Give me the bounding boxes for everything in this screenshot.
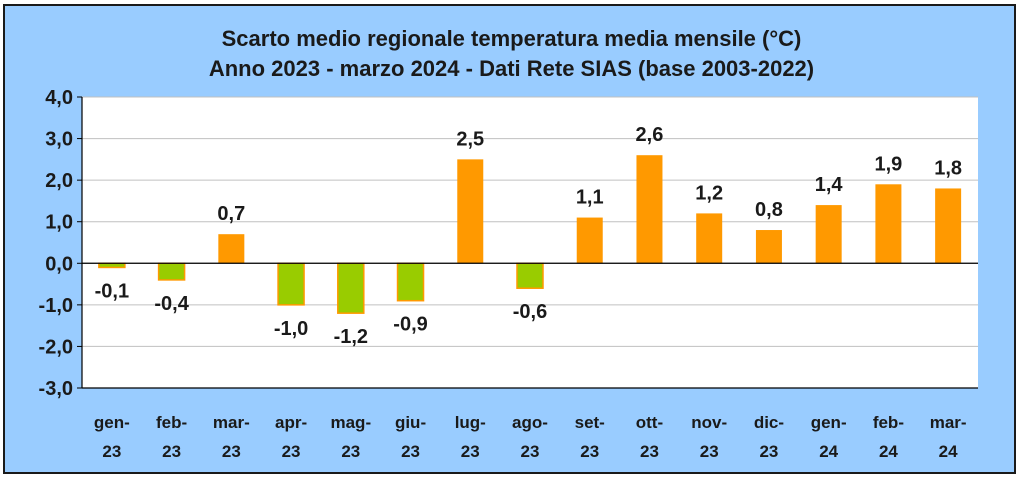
- bar: [875, 184, 902, 264]
- x-tick-label-year: 23: [759, 442, 778, 461]
- x-tick-label-month: apr-: [275, 413, 307, 432]
- bar: [935, 188, 962, 264]
- data-label: -1,0: [274, 318, 308, 340]
- chart-title: Scarto medio regionale temperatura media…: [221, 26, 802, 51]
- chart-subtitle: Anno 2023 - marzo 2024 - Dati Rete SIAS …: [208, 56, 815, 81]
- x-tick-label-month: gen-: [811, 413, 847, 432]
- x-tick-label-year: 23: [341, 442, 360, 461]
- data-label: 1,9: [874, 153, 902, 175]
- y-tick-label: 0,0: [45, 253, 73, 275]
- bar: [457, 159, 484, 264]
- y-tick-label: 3,0: [45, 129, 73, 151]
- bar: [337, 262, 365, 314]
- data-label: 0,7: [217, 203, 245, 225]
- data-label: 1,4: [815, 174, 844, 196]
- y-tick-label: -1,0: [39, 295, 73, 317]
- x-tick-label-month: lug-: [455, 413, 486, 432]
- x-tick-label-year: 24: [939, 442, 958, 461]
- y-tick-label: 4,0: [45, 87, 73, 109]
- x-tick-label-year: 23: [282, 442, 301, 461]
- x-tick-label-month: gen-: [94, 413, 130, 432]
- x-tick-label-month: feb-: [156, 413, 187, 432]
- x-tick-label-month: dic-: [754, 413, 784, 432]
- x-tick-label-year: 23: [521, 442, 540, 461]
- x-tick-label-month: nov-: [691, 413, 727, 432]
- bar: [636, 155, 663, 264]
- x-tick-label-year: 23: [401, 442, 420, 461]
- data-label: -0,6: [513, 301, 547, 323]
- bar: [696, 213, 723, 264]
- bar: [157, 262, 186, 281]
- x-tick-label-month: mar-: [213, 413, 250, 432]
- bar: [576, 217, 603, 264]
- x-tick-label-year: 23: [461, 442, 480, 461]
- plot-area: [82, 97, 978, 388]
- x-tick-label-month: mag-: [330, 413, 371, 432]
- y-tick-label: -3,0: [39, 378, 73, 400]
- bar: [755, 230, 782, 264]
- bar: [516, 262, 544, 289]
- bar: [98, 262, 126, 269]
- data-label: 1,1: [576, 187, 604, 209]
- x-tick-label-year: 23: [222, 442, 241, 461]
- y-tick-label: 2,0: [45, 170, 73, 192]
- x-tick-label-year: 24: [819, 442, 838, 461]
- y-tick-label: -2,0: [39, 336, 73, 358]
- data-label: 0,8: [755, 199, 783, 221]
- data-label: -0,1: [95, 280, 129, 302]
- bar: [815, 205, 842, 264]
- chart-title-block: Scarto medio regionale temperatura media…: [5, 24, 1018, 84]
- data-label: -0,9: [393, 314, 427, 336]
- x-tick-label-year: 24: [879, 442, 898, 461]
- data-label: 1,8: [934, 157, 962, 179]
- x-tick-label-month: giu-: [395, 413, 426, 432]
- x-tick-label-year: 23: [162, 442, 181, 461]
- bar: [396, 262, 425, 302]
- x-tick-label-year: 23: [640, 442, 659, 461]
- x-tick-label-month: mar-: [930, 413, 967, 432]
- x-tick-label-year: 23: [700, 442, 719, 461]
- y-tick-label: 1,0: [45, 212, 73, 234]
- data-label: -0,4: [154, 293, 189, 315]
- x-tick-label-month: set-: [575, 413, 605, 432]
- x-tick-label-month: feb-: [873, 413, 904, 432]
- x-tick-label-year: 23: [580, 442, 599, 461]
- data-label: 1,2: [695, 182, 723, 204]
- bar: [277, 262, 305, 306]
- x-tick-label-month: ago-: [512, 413, 548, 432]
- x-tick-label-month: ott-: [636, 413, 663, 432]
- data-label: 2,6: [636, 124, 664, 146]
- data-label: -1,2: [334, 326, 368, 348]
- x-tick-label-year: 23: [102, 442, 121, 461]
- data-label: 2,5: [456, 128, 484, 150]
- bar: [218, 234, 245, 264]
